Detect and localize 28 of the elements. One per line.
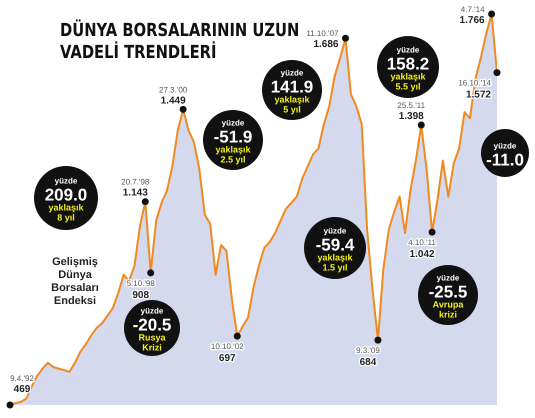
callout-circle: yüzde 209.0 yaklaşık 8 yıl [34, 166, 98, 230]
annotation: yüzde 209.0 yaklaşık 8 yıl [44, 176, 88, 222]
annotation: yüzde 158.2 yaklaşık 5.5 yıl [386, 46, 430, 92]
callout-circle: yüzde 141.9 yaklaşık 5 yıl [262, 60, 322, 120]
annotation: 11.10.'07 1.686 [306, 29, 340, 50]
annotation: 27.3.'00 1.449 [159, 85, 188, 106]
annotation: yüzde -51.9 yaklaşık 2.5 yıl [214, 118, 252, 164]
annotation: 10.10.'02 697 [210, 342, 244, 364]
annotation: yüzde -11.0 [486, 142, 524, 170]
annotation: 4.10.'11 1.042 [408, 238, 436, 260]
annotation: 9.4.'92 469 [10, 374, 34, 395]
annotation: 4.7.'14 1.766 [460, 5, 486, 26]
callout-circle: yüzde -51.9 yaklaşık 2.5 yıl [203, 110, 263, 170]
callout-circle: yüzde -25.5 Avrupa krizi [418, 265, 478, 325]
callout-circle: yüzde 158.2 yaklaşık 5.5 yıl [377, 36, 439, 98]
annotation: yüzde -59.4 yaklaşık 1.5 yıl [316, 226, 355, 272]
annotation: 25.5.'11 1.398 [397, 101, 426, 122]
annotation: 5.10.'98 908 [126, 278, 156, 301]
annotation: Gelişmiş Dünya Borsaları Endeksi [51, 256, 99, 307]
annotation: 20.7.'98 1.143 [121, 178, 150, 199]
text: DÜNYA BORSALARININ UZUN VADELİ TRENDLERİ [60, 18, 300, 62]
callout-circle: yüzde -20.5 Rusya Krizi [124, 300, 180, 356]
annotation: yüzde -20.5 Rusya Krizi [132, 306, 172, 352]
annotation: 9.3.'09 684 [356, 346, 380, 368]
annotation: yüzde -25.5 Avrupa krizi [428, 274, 468, 320]
callout-circle: yüzde -59.4 yaklaşık 1.5 yıl [304, 217, 366, 279]
callout-circle: yüzde -11.0 [481, 129, 529, 177]
annotation: yüzde 141.9 yaklaşık 5 yıl [270, 68, 314, 114]
